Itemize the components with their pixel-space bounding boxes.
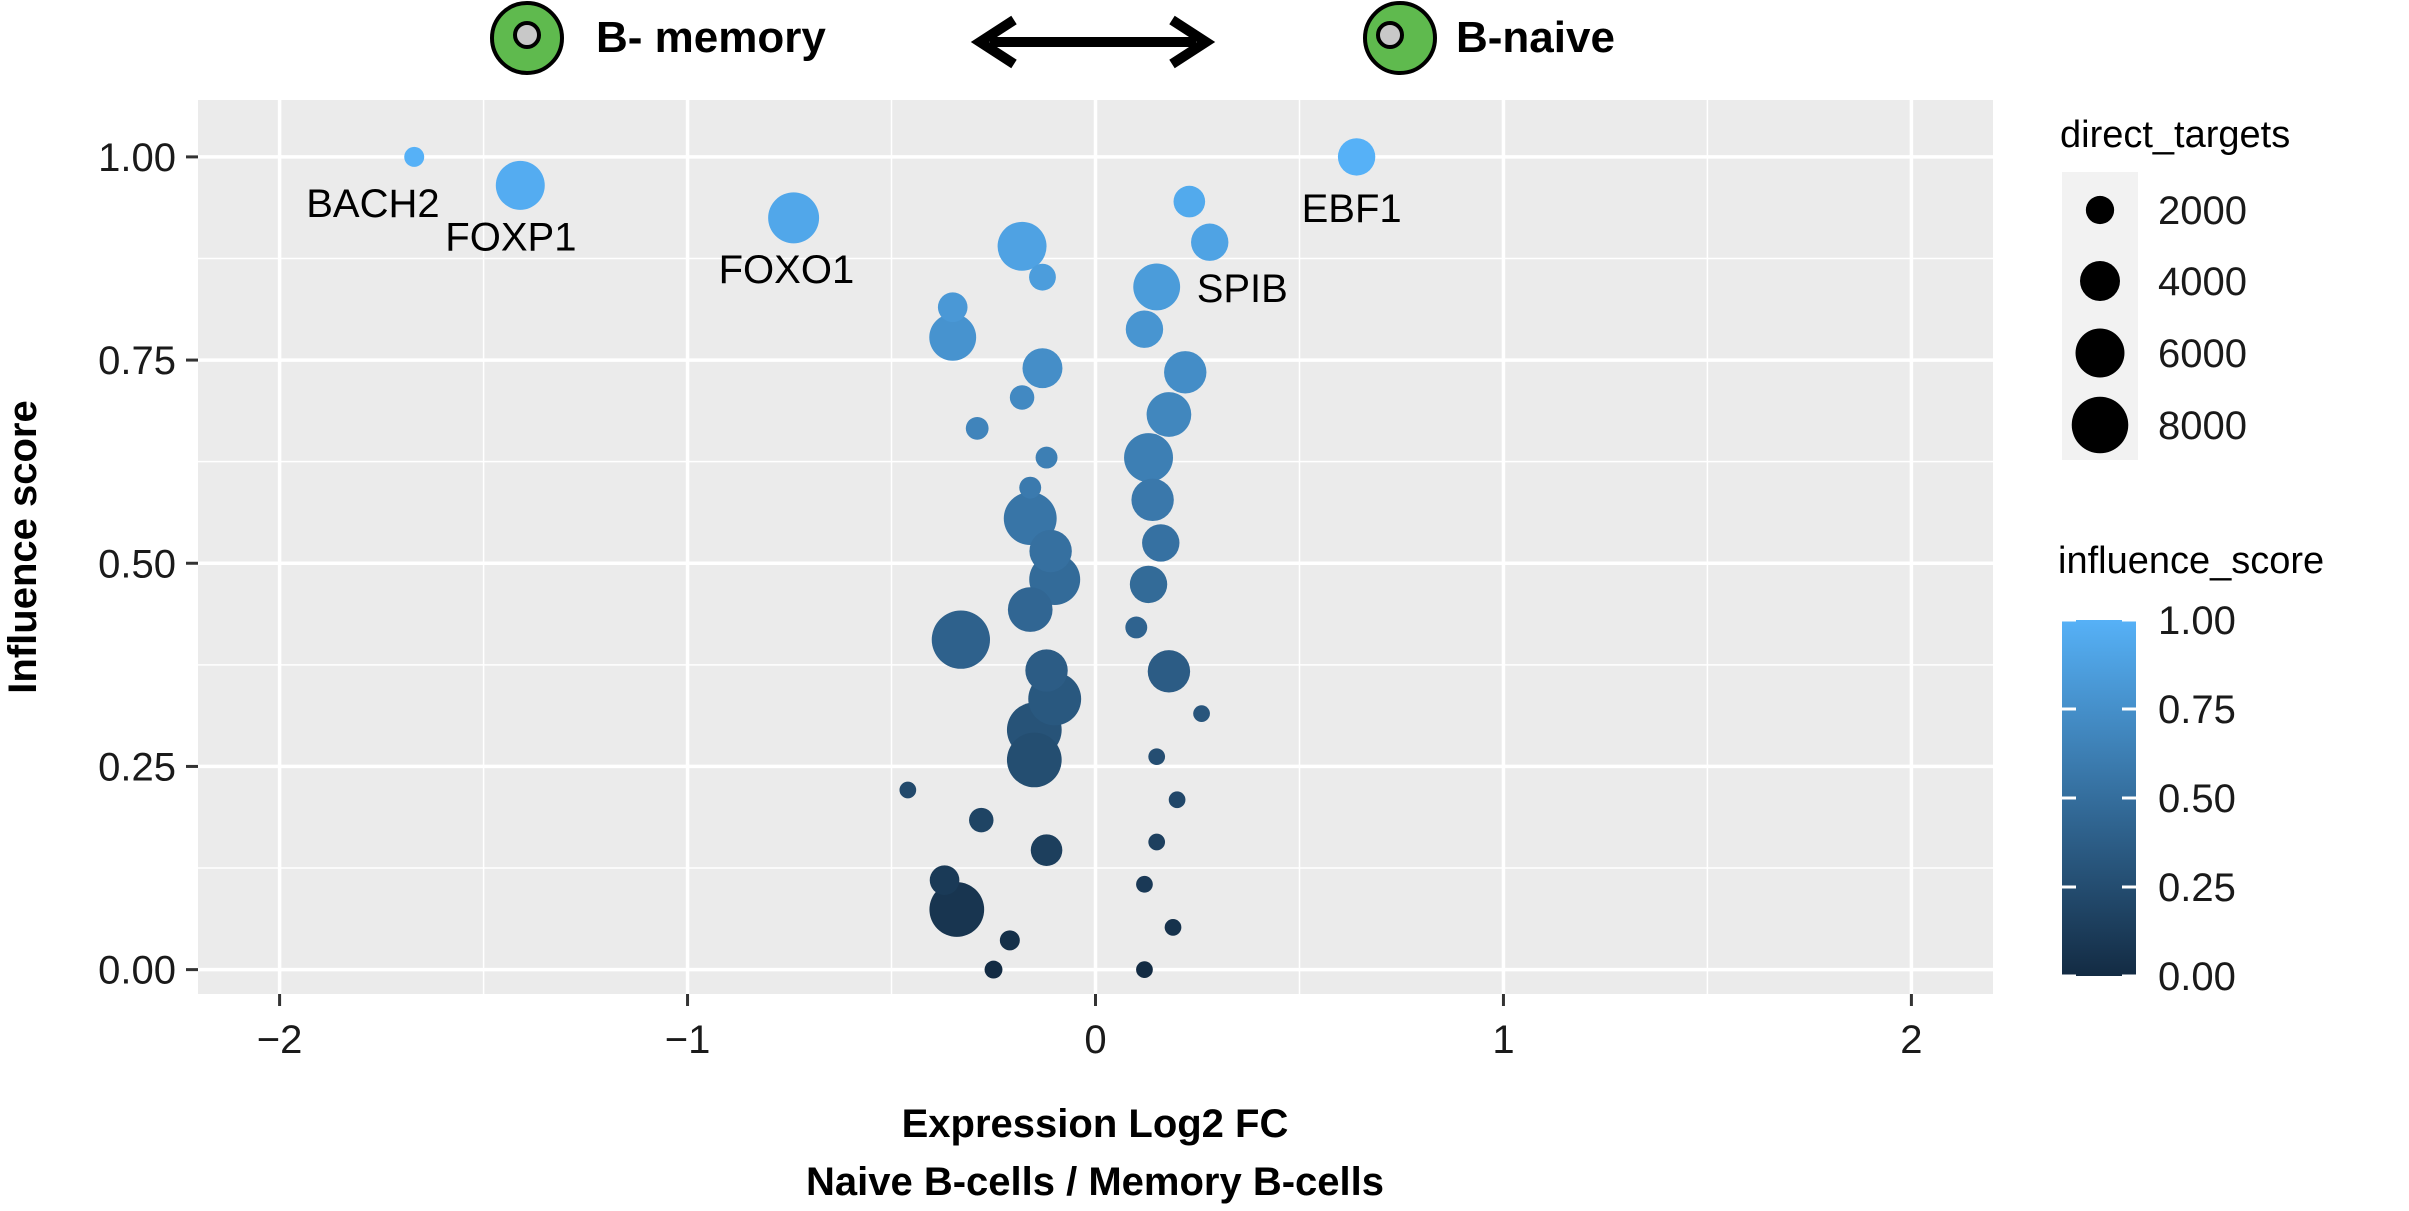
data-point xyxy=(1173,185,1206,218)
data-point xyxy=(969,807,994,833)
major-gridlines xyxy=(198,100,1993,994)
data-point xyxy=(1133,263,1181,311)
point-label: EBF1 xyxy=(1302,187,1402,231)
data-point xyxy=(1136,961,1153,978)
x-axis-title-line2: Naive B-cells / Memory B-cells xyxy=(806,1160,1384,1204)
x-tick-label: 2 xyxy=(1900,1018,1922,1062)
data-point xyxy=(929,313,977,361)
memory-label: B- memory xyxy=(596,13,826,62)
x-tick-label: 1 xyxy=(1492,1018,1514,1062)
data-point xyxy=(997,221,1047,271)
size-legend-label: 6000 xyxy=(2158,332,2247,376)
y-tick-label: 0.75 xyxy=(98,339,176,383)
data-point xyxy=(929,865,960,896)
data-point xyxy=(999,930,1020,951)
data-point xyxy=(984,960,1003,979)
data-point xyxy=(1025,649,1068,692)
color-legend-label: 0.75 xyxy=(2158,688,2236,732)
data-point xyxy=(1030,834,1063,866)
header: B- memory B-naive xyxy=(490,1,1615,75)
size-legend-title: direct_targets xyxy=(2060,114,2290,156)
y-tick-label: 0.25 xyxy=(98,745,176,789)
data-point xyxy=(1029,529,1072,573)
color-legend-label: 0.50 xyxy=(2158,777,2236,821)
data-point xyxy=(495,160,545,210)
data-point xyxy=(1124,433,1174,483)
y-tick-label: 0.00 xyxy=(98,949,176,993)
data-point xyxy=(404,146,425,167)
color-legend-label: 0.25 xyxy=(2158,866,2236,910)
data-point xyxy=(1164,351,1207,394)
data-point xyxy=(1125,616,1148,639)
y-tick-label: 0.50 xyxy=(98,542,176,586)
data-point xyxy=(1009,385,1035,410)
data-point xyxy=(931,610,991,669)
color-legend: influence_score 1.00 0.75 0.50 0.25 0.00 xyxy=(2058,540,2324,999)
point-label: BACH2 xyxy=(306,182,439,226)
color-legend-title: influence_score xyxy=(2058,540,2324,582)
x-tick-label: −2 xyxy=(257,1018,303,1062)
size-legend-key xyxy=(2071,396,2129,454)
data-point xyxy=(1022,348,1063,389)
y-tick-label: 1.00 xyxy=(98,136,176,180)
data-point xyxy=(1129,565,1168,604)
size-legend-key xyxy=(2080,261,2120,301)
x-tick-label: 0 xyxy=(1084,1018,1106,1062)
size-legend-key xyxy=(2085,195,2115,225)
naive-label: B-naive xyxy=(1456,13,1615,62)
data-point xyxy=(1168,791,1186,809)
size-legend-label: 2000 xyxy=(2158,189,2247,233)
data-point xyxy=(899,781,917,799)
data-point xyxy=(1142,524,1180,562)
size-legend-key xyxy=(2075,328,2125,378)
point-label: FOXO1 xyxy=(719,248,855,292)
memory-cell-icon xyxy=(490,1,564,75)
data-point xyxy=(1164,918,1182,936)
data-point xyxy=(1007,587,1053,632)
data-point xyxy=(1131,478,1174,522)
x-tick-label: −1 xyxy=(665,1018,711,1062)
color-legend-label: 0.00 xyxy=(2158,955,2236,999)
color-legend-label: 1.00 xyxy=(2158,599,2236,643)
data-point xyxy=(1148,748,1166,766)
data-point xyxy=(1019,476,1042,499)
data-point xyxy=(1148,833,1166,851)
point-label: FOXP1 xyxy=(445,215,576,259)
data-point xyxy=(1136,875,1153,893)
x-axis-title-line1: Expression Log2 FC xyxy=(902,1102,1289,1146)
y-axis: 0.00 0.25 0.50 0.75 1.00 xyxy=(98,136,198,993)
data-point xyxy=(1147,650,1191,693)
size-legend-label: 4000 xyxy=(2158,260,2247,304)
x-axis: −2 −1 0 1 2 xyxy=(257,994,1923,1062)
data-point xyxy=(1125,310,1164,348)
data-point xyxy=(768,192,820,244)
size-legend: direct_targets 2000 4000 6000 8000 xyxy=(2060,114,2290,460)
size-legend-label: 8000 xyxy=(2158,404,2247,448)
point-label: SPIB xyxy=(1197,267,1288,311)
data-point xyxy=(1035,446,1058,469)
data-point xyxy=(937,292,968,323)
data-point xyxy=(1191,223,1229,261)
data-point xyxy=(965,416,989,440)
data-point xyxy=(1146,392,1192,437)
data-point xyxy=(1006,732,1062,788)
data-point xyxy=(1337,138,1376,176)
naive-cell-icon xyxy=(1363,1,1437,75)
y-axis-title: Influence score xyxy=(1,400,45,693)
data-point xyxy=(929,882,985,937)
data-points xyxy=(404,138,1376,979)
data-point xyxy=(1193,705,1210,722)
data-point xyxy=(1029,263,1056,291)
double-arrow-icon xyxy=(970,15,1216,69)
